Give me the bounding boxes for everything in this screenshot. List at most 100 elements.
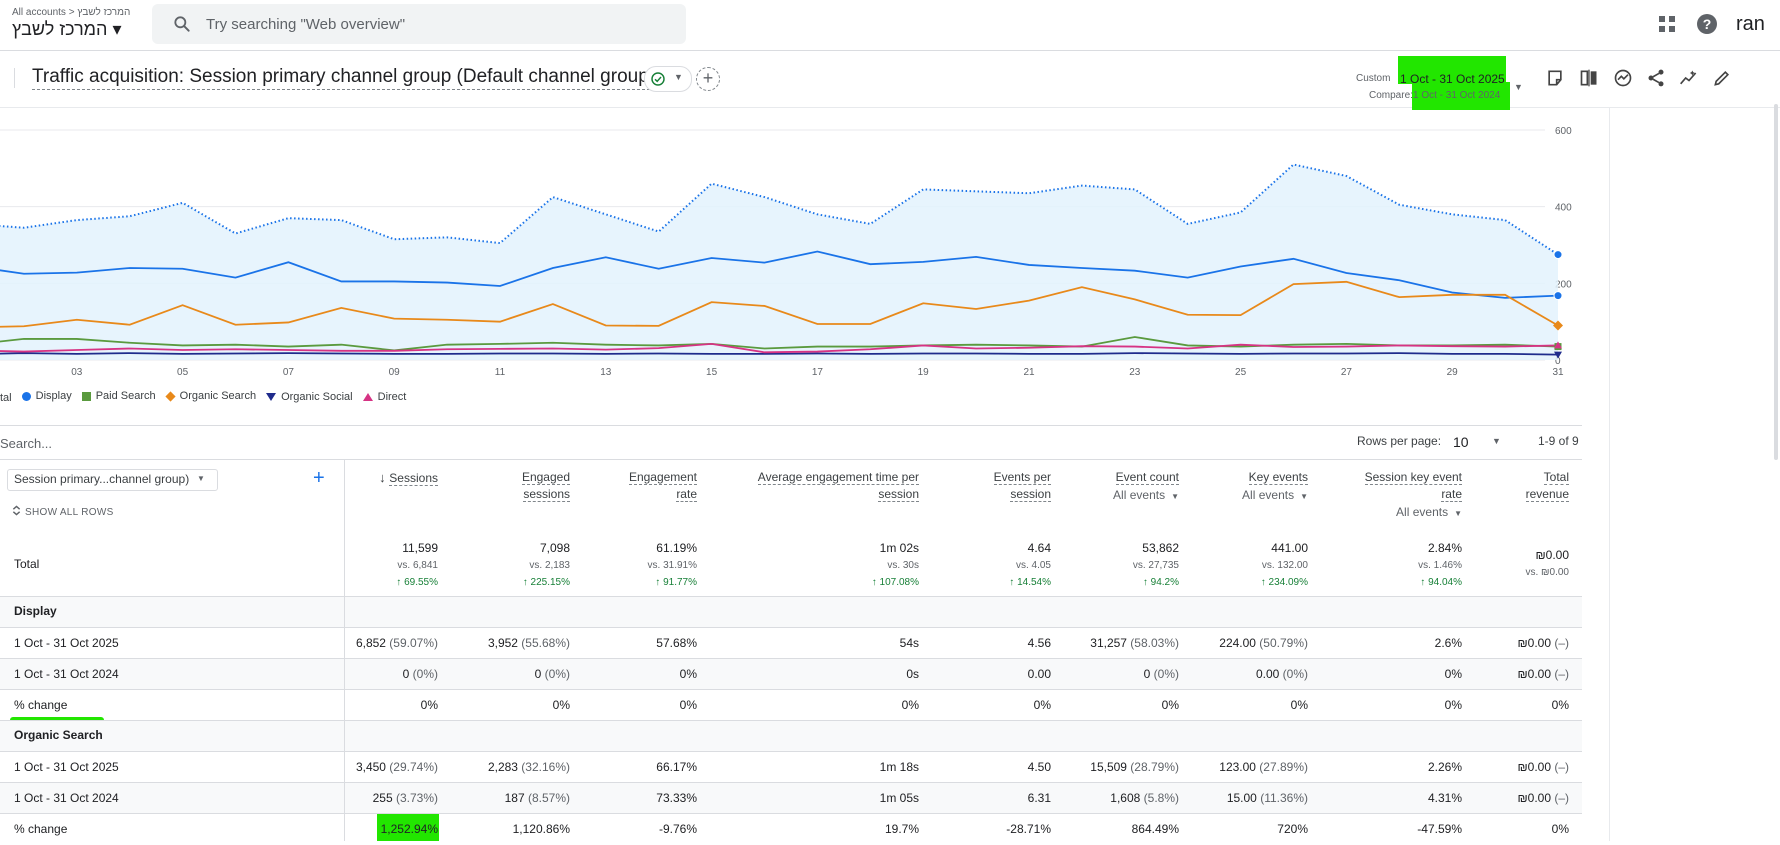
cell-value: 4.50	[1027, 760, 1051, 774]
legend-item[interactable]: tal	[0, 392, 12, 404]
total-change-value: ↑ 91.77%	[655, 577, 697, 588]
account-picker[interactable]: המרכז לשבץ ▾	[12, 19, 122, 39]
cell-value: ₪0.00	[1517, 667, 1551, 681]
table-search-input[interactable]	[0, 434, 320, 452]
series-end-marker-total	[1553, 250, 1563, 260]
cell-value: 3,450	[355, 760, 386, 774]
cell-value: 2,283	[487, 760, 518, 774]
x-tick-label: 09	[389, 367, 401, 375]
chevron-down-icon[interactable]: ▼	[1514, 82, 1523, 92]
compare-date-range[interactable]: 1 Oct - 31 Oct 2024	[1413, 90, 1501, 101]
annotation-icon[interactable]	[1545, 68, 1565, 88]
table-cell: 720%	[1277, 822, 1308, 836]
column-header[interactable]: Engagement rate	[628, 469, 697, 503]
event-filter-select[interactable]: All events ▼	[1242, 487, 1308, 505]
unfold-icon	[12, 505, 21, 516]
total-compare-value: vs. ₪0.00	[1525, 567, 1569, 578]
legend-item[interactable]: Organic Social	[266, 391, 353, 403]
cell-value: 1,120.86%	[512, 822, 570, 836]
legend-item[interactable]: Paid Search	[81, 390, 156, 402]
cell-value: 864.49%	[1131, 822, 1179, 836]
compare-label: Compare:	[1369, 90, 1413, 101]
cell-value: 15.00	[1226, 791, 1257, 805]
account-breadcrumb[interactable]: All accounts > המרכז לשבץ	[12, 7, 131, 18]
column-header[interactable]: Event count All events ▼	[1113, 469, 1179, 505]
event-filter-select[interactable]: All events ▼	[1113, 487, 1179, 505]
column-header[interactable]: Key events All events ▼	[1242, 469, 1308, 505]
compare-icon[interactable]	[1579, 68, 1599, 88]
insights-icon[interactable]	[1613, 68, 1633, 88]
legend-label: tal	[0, 391, 12, 404]
table-cell: 4.56	[1028, 636, 1051, 650]
event-filter-label: All events	[1242, 488, 1295, 502]
legend-label: Paid Search	[95, 390, 156, 402]
add-comparison-button[interactable]: +	[696, 67, 720, 91]
search-icon	[174, 16, 190, 32]
column-header[interactable]: Engaged sessions	[521, 469, 570, 503]
table-cell: 3,952 (55.68%)	[488, 636, 570, 650]
legend-item[interactable]: Display	[21, 390, 72, 402]
legend-item[interactable]: Direct	[362, 391, 406, 403]
apps-grid-icon[interactable]	[1655, 12, 1679, 36]
column-header[interactable]: Average engagement time per session	[757, 469, 919, 503]
cell-share: (27.89%)	[1255, 760, 1308, 774]
chevron-down-icon[interactable]: ▼	[197, 474, 205, 483]
chevron-down-icon[interactable]: ▼	[1492, 436, 1501, 446]
trend-icon[interactable]	[1679, 68, 1699, 88]
help-icon[interactable]: ?	[1695, 12, 1719, 36]
circle-legend-icon	[21, 391, 31, 401]
total-value: 1m 02s	[879, 541, 919, 555]
table-cell: 0 (0%)	[403, 667, 438, 681]
add-dimension-button[interactable]: +	[313, 467, 325, 489]
table-cell: 0%	[1162, 698, 1179, 712]
table-cell: 1,608 (5.8%)	[1110, 791, 1179, 805]
column-header-label: revenue	[1525, 487, 1569, 502]
table-cell: 255 (3.73%)	[373, 791, 438, 805]
table-cell: 0%	[1445, 667, 1462, 681]
column-header-label: session	[878, 487, 919, 502]
column-header-label: rate	[676, 487, 697, 502]
cell-share: (0%)	[541, 667, 570, 681]
chevron-down-icon: ▼	[1300, 492, 1308, 501]
cell-share: (50.79%)	[1255, 636, 1308, 650]
event-filter-select[interactable]: All events ▼	[1365, 504, 1462, 522]
page-title[interactable]: Traffic acquisition: Session primary cha…	[32, 66, 656, 90]
column-header[interactable]: ↓ Sessions	[379, 469, 438, 487]
table-cell: 0%	[1552, 822, 1569, 836]
series-end-marker-direct	[1554, 341, 1562, 349]
chevron-down-icon: ▼	[674, 72, 683, 82]
scrollbar[interactable]	[1774, 104, 1778, 460]
column-header[interactable]: Total revenue	[1525, 469, 1569, 503]
total-value: 2.84%	[1427, 541, 1462, 555]
cell-value: 0%	[1290, 698, 1308, 712]
cell-share: (5.8%)	[1140, 791, 1179, 805]
avatar[interactable]: ran	[1736, 13, 1765, 35]
rows-per-page-value: 10	[1453, 434, 1469, 450]
table-cell: -47.59%	[1417, 822, 1462, 836]
date-range-picker[interactable]: 1 Oct - 31 Oct 2025	[1400, 72, 1505, 86]
table-cell: 19.7%	[885, 822, 919, 836]
column-header[interactable]: Session key event rate All events ▼	[1364, 469, 1462, 522]
chart-legend: tal Display Paid Search Organic Search Organ…	[0, 390, 416, 406]
legend-item[interactable]: Organic Search	[165, 390, 256, 402]
search-input[interactable]	[206, 12, 666, 36]
cell-value: 0%	[1551, 698, 1569, 712]
table-cell: 0%	[1291, 698, 1308, 712]
show-all-rows-button[interactable]: SHOW ALL ROWS	[12, 505, 114, 518]
table-cell: 3,450 (29.74%)	[356, 760, 438, 774]
share-icon[interactable]	[1646, 68, 1666, 88]
report-status-chip[interactable]: ▼	[644, 66, 692, 92]
column-header[interactable]: Events per session	[993, 469, 1051, 503]
highlight-compare-range	[1412, 82, 1510, 110]
row-label: 1 Oct - 31 Oct 2024	[14, 791, 119, 805]
table-cell: 73.33%	[656, 791, 697, 805]
series-end-marker-display	[1553, 291, 1563, 301]
total-compare-value: vs. 31.91%	[647, 560, 697, 571]
total-cell: 1m 02s vs. 30s ↑ 107.08%	[872, 540, 919, 591]
dimension-select[interactable]	[7, 469, 218, 491]
cell-value: ₪0.00	[1517, 760, 1551, 774]
y-tick-label: 200	[1555, 279, 1572, 290]
edit-icon[interactable]	[1712, 68, 1732, 88]
x-tick-label: 07	[283, 367, 295, 375]
table-cell: 15.00 (11.36%)	[1227, 791, 1308, 805]
